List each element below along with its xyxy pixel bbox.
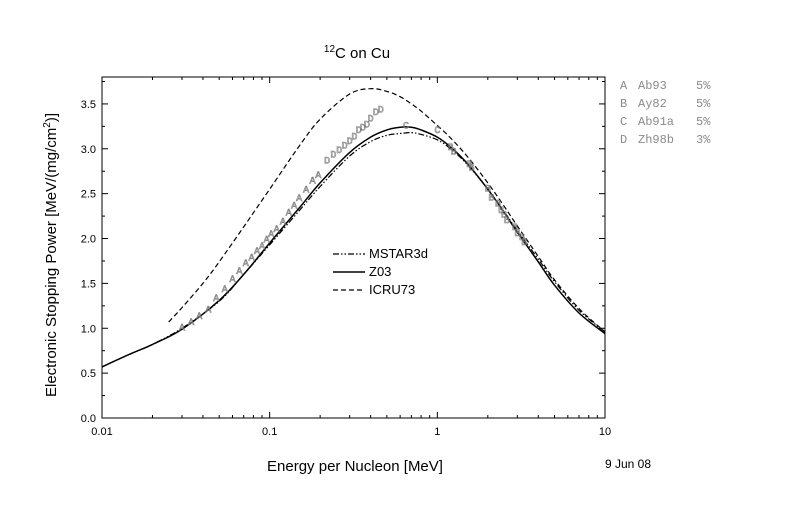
y-tick-label-6: 3.0 [81, 144, 96, 156]
plot-frame [101, 76, 606, 419]
x-tick-label-2: 1 [434, 426, 440, 438]
y-axis-label-main: Electronic Stopping Power [MeV/(mg/cm [43, 128, 60, 397]
marker-d-2: D [336, 146, 342, 157]
y-tick-label-2: 1.0 [81, 323, 96, 335]
y-tick-label-0: 0.0 [81, 413, 96, 425]
marker-c-1: C [434, 126, 440, 137]
series-line-z03 [101, 126, 606, 368]
date-stamp: 9 Jun 08 [605, 457, 651, 471]
marker-a-9: A [249, 253, 255, 264]
marker-a-15: A [280, 218, 286, 229]
marker-d-5: D [351, 132, 357, 143]
marker-b-6: B [495, 200, 501, 211]
series-line-icru73 [168, 88, 606, 333]
legend-label-icru73: ICRU73 [369, 282, 415, 297]
reference-a: A Ab93 5% [620, 79, 711, 93]
x-tick-label-1: 0.1 [262, 426, 277, 438]
marker-a-21: A [315, 171, 321, 182]
marker-a-6: A [229, 275, 235, 286]
marker-a-8: A [243, 259, 249, 270]
marker-b-3: B [469, 164, 475, 175]
y-axis-label: Electronic Stopping Power [MeV/(mg/cm2)] [42, 113, 60, 397]
marker-b-7: B [498, 206, 504, 217]
axes-group: 0.0 0.5 1.0 1.5 2.0 2.5 3.0 3.5 0.01 0.1 1 10 [81, 77, 611, 438]
marker-a-17: A [291, 201, 297, 212]
marker-a-2: A [196, 312, 202, 323]
y-axis-label-end: )] [43, 113, 60, 122]
marker-b-2: B [466, 160, 472, 171]
y-tick-label-7: 3.5 [81, 99, 96, 111]
y-tick-label-4: 2.0 [81, 234, 96, 246]
marker-d-1: D [330, 150, 336, 161]
reference-b: B Ay82 5% [620, 97, 711, 111]
marker-a-14: A [274, 225, 280, 236]
series-line-mstar3d [101, 131, 606, 368]
marker-b-11: B [514, 229, 520, 240]
marker-a-5: A [222, 285, 228, 296]
marker-a-10: A [254, 247, 260, 258]
marker-b-9: B [504, 216, 510, 227]
data-reference-list: A Ab93 5% B Ay82 5% C Ab91a 5% D Zh98b 3% [620, 79, 711, 147]
marker-d-0: D [324, 157, 330, 168]
chart-title-text: C on Cu [335, 45, 390, 62]
y-tick-label-3: 1.5 [81, 278, 96, 290]
x-tick-label-0: 0.01 [91, 426, 112, 438]
marker-a-1: A [188, 318, 194, 329]
marker-b-4: B [485, 184, 491, 195]
marker-d-6: D [356, 126, 362, 137]
marker-c-0: C [403, 122, 409, 133]
marker-a-16: A [286, 209, 292, 220]
marker-b-1: B [451, 148, 457, 159]
legend-label-z03: Z03 [369, 264, 391, 279]
chart-title-isotope: 12 [324, 44, 336, 55]
marker-a-7: A [236, 267, 242, 278]
marker-d-4: D [347, 137, 353, 148]
y-tick-label-5: 2.5 [81, 189, 96, 201]
marker-b-10: B [512, 223, 518, 234]
marker-d-8: D [364, 121, 370, 132]
marker-d-7: D [360, 123, 366, 134]
marker-a-4: A [213, 294, 219, 305]
marker-a-0: A [179, 323, 185, 334]
x-tick-label-3: 10 [599, 426, 611, 438]
marker-b-8: B [501, 210, 507, 221]
marker-a-12: A [264, 236, 270, 247]
curves-group [101, 88, 606, 368]
y-tick-label-1: 0.5 [81, 368, 96, 380]
x-axis-label: Energy per Nucleon [MeV] [267, 458, 443, 475]
marker-b-0: B [448, 143, 454, 154]
marker-b-12: B [519, 233, 525, 244]
marker-d-9: D [368, 114, 374, 125]
marker-a-18: A [296, 194, 302, 205]
y-axis-label-sup: 2 [42, 122, 53, 128]
legend: MSTAR3d Z03 ICRU73 [333, 246, 428, 297]
marker-d-3: D [342, 141, 348, 152]
marker-d-11: D [378, 105, 384, 116]
legend-label-mstar3d: MSTAR3d [369, 246, 428, 261]
marker-d-10: D [373, 108, 379, 119]
marker-b-13: B [521, 238, 527, 249]
marker-a-11: A [259, 242, 265, 253]
marker-a-19: A [303, 185, 309, 196]
marker-a-13: A [268, 230, 274, 241]
chart-title: 12C on Cu [324, 44, 390, 62]
marker-a-20: A [309, 176, 315, 187]
marker-b-5: B [488, 193, 494, 204]
reference-c: C Ab91a 5% [620, 115, 711, 129]
marker-a-3: A [205, 306, 211, 317]
reference-d: D Zh98b 3% [620, 133, 711, 147]
